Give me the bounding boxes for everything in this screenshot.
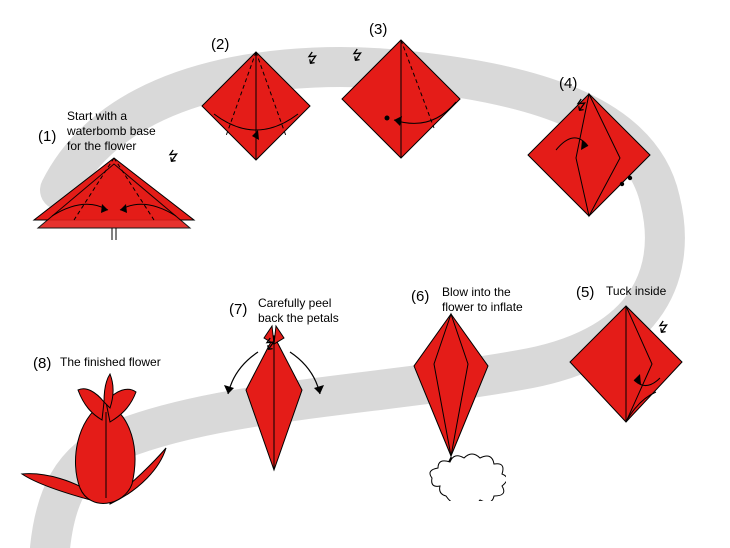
step-5-num: (5) [576, 284, 594, 301]
step-6-caption: Blow into the flower to inflate [442, 285, 523, 315]
step-8-shape [20, 372, 180, 537]
step-2-num: (2) [211, 36, 229, 53]
step-2-shape [196, 46, 316, 166]
step-7-num: (7) [229, 301, 247, 318]
step-6-shape [396, 306, 506, 501]
step-7-caption: Carefully peel back the petals [258, 296, 339, 326]
step-8-num: (8) [33, 355, 51, 372]
diagram-canvas: (1) (2) (3) (4) (5) (6) (7) (8) Start wi… [0, 0, 730, 548]
step-5-caption: Tuck inside [606, 284, 666, 299]
step-1-shape [24, 150, 204, 245]
step-3-num: (3) [369, 21, 387, 38]
step-4-num: (4) [559, 75, 577, 92]
step-6-num: (6) [411, 288, 429, 305]
step-8-caption: The finished flower [60, 355, 161, 370]
step-1-num: (1) [38, 128, 56, 145]
step-1-caption: Start with a waterbomb base for the flow… [67, 109, 156, 154]
step-4-shape [522, 88, 657, 223]
